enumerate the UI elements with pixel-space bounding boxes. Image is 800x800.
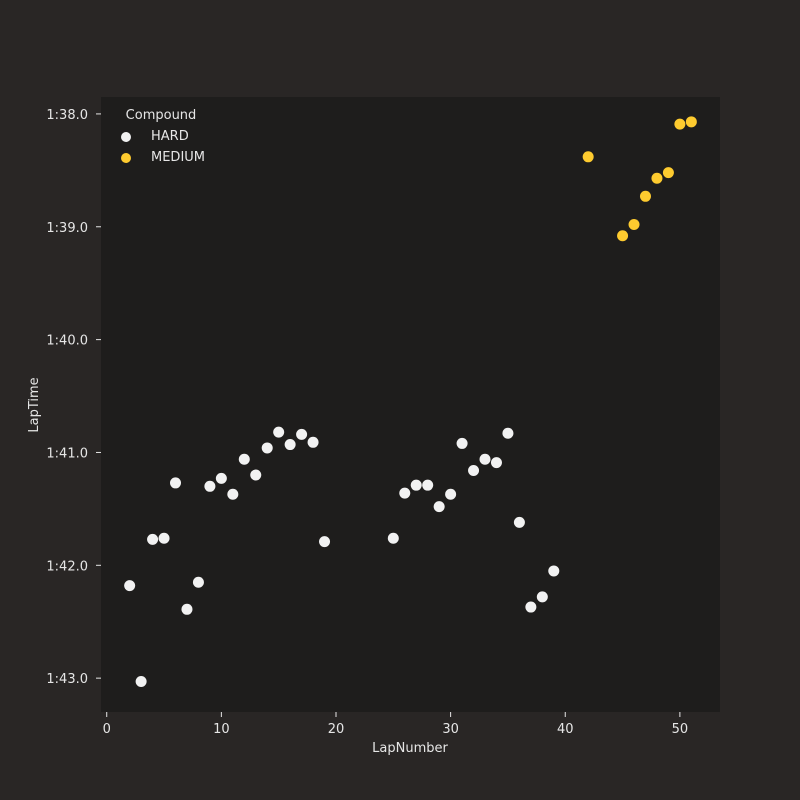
point-medium: [639, 190, 651, 202]
point-hard: [147, 533, 159, 545]
point-hard: [250, 469, 262, 481]
point-hard: [456, 437, 468, 449]
legend-label-medium: MEDIUM: [151, 150, 205, 165]
x-tick-label: 50: [672, 722, 689, 737]
point-hard: [513, 516, 525, 528]
x-axis-label: LapNumber: [372, 741, 448, 756]
y-tick-label: 1:43.0: [46, 672, 88, 687]
point-hard: [433, 501, 445, 513]
point-hard: [135, 676, 147, 688]
point-hard: [238, 453, 250, 465]
point-hard: [468, 465, 480, 477]
point-medium: [628, 219, 640, 231]
point-hard: [204, 480, 216, 492]
y-tick-label: 1:42.0: [46, 559, 88, 574]
legend[interactable]: Compound HARD MEDIUM: [109, 104, 215, 168]
point-hard: [536, 591, 548, 603]
legend-marker-hard: [121, 132, 131, 142]
point-hard: [399, 487, 411, 499]
point-hard: [502, 427, 514, 439]
point-hard: [261, 442, 273, 454]
point-medium: [582, 151, 594, 163]
point-hard: [158, 532, 170, 544]
point-hard: [525, 601, 537, 613]
data-points: [124, 116, 697, 688]
legend-label-hard: HARD: [151, 129, 189, 144]
point-medium: [685, 116, 697, 128]
point-hard: [445, 488, 457, 500]
y-tick-label: 1:41.0: [46, 446, 88, 461]
point-hard: [548, 565, 560, 577]
point-hard: [124, 580, 136, 592]
point-hard: [296, 428, 308, 440]
point-medium: [617, 230, 629, 242]
point-medium: [662, 167, 674, 179]
plot-area: [101, 97, 720, 712]
point-hard: [181, 603, 193, 615]
point-hard: [227, 488, 239, 500]
y-tick-label: 1:39.0: [46, 221, 88, 236]
point-medium: [674, 118, 686, 130]
legend-title: Compound: [126, 108, 197, 123]
y-tick-label: 1:40.0: [46, 334, 88, 349]
x-tick-label: 30: [442, 722, 459, 737]
x-tick-label: 0: [103, 722, 111, 737]
point-hard: [273, 426, 285, 438]
point-hard: [422, 479, 434, 491]
point-hard: [192, 576, 204, 588]
x-tick-label: 20: [328, 722, 345, 737]
point-hard: [387, 532, 399, 544]
point-hard: [410, 479, 422, 491]
axes: 0 10 20 30 40 50 1:38.0 1:39.0 1:40.0 1:41.0 1:42.…: [46, 108, 688, 737]
x-tick-label: 40: [557, 722, 574, 737]
y-axis-label: LapTime: [27, 377, 42, 432]
point-hard: [284, 439, 296, 451]
point-hard: [490, 457, 502, 469]
y-tick-label: 1:38.0: [46, 108, 88, 123]
point-hard: [170, 477, 182, 489]
legend-marker-medium: [121, 153, 131, 163]
point-hard: [319, 536, 331, 548]
point-hard: [479, 453, 491, 465]
point-hard: [307, 436, 319, 448]
point-hard: [215, 472, 227, 484]
x-tick-label: 10: [213, 722, 230, 737]
point-medium: [651, 172, 663, 184]
